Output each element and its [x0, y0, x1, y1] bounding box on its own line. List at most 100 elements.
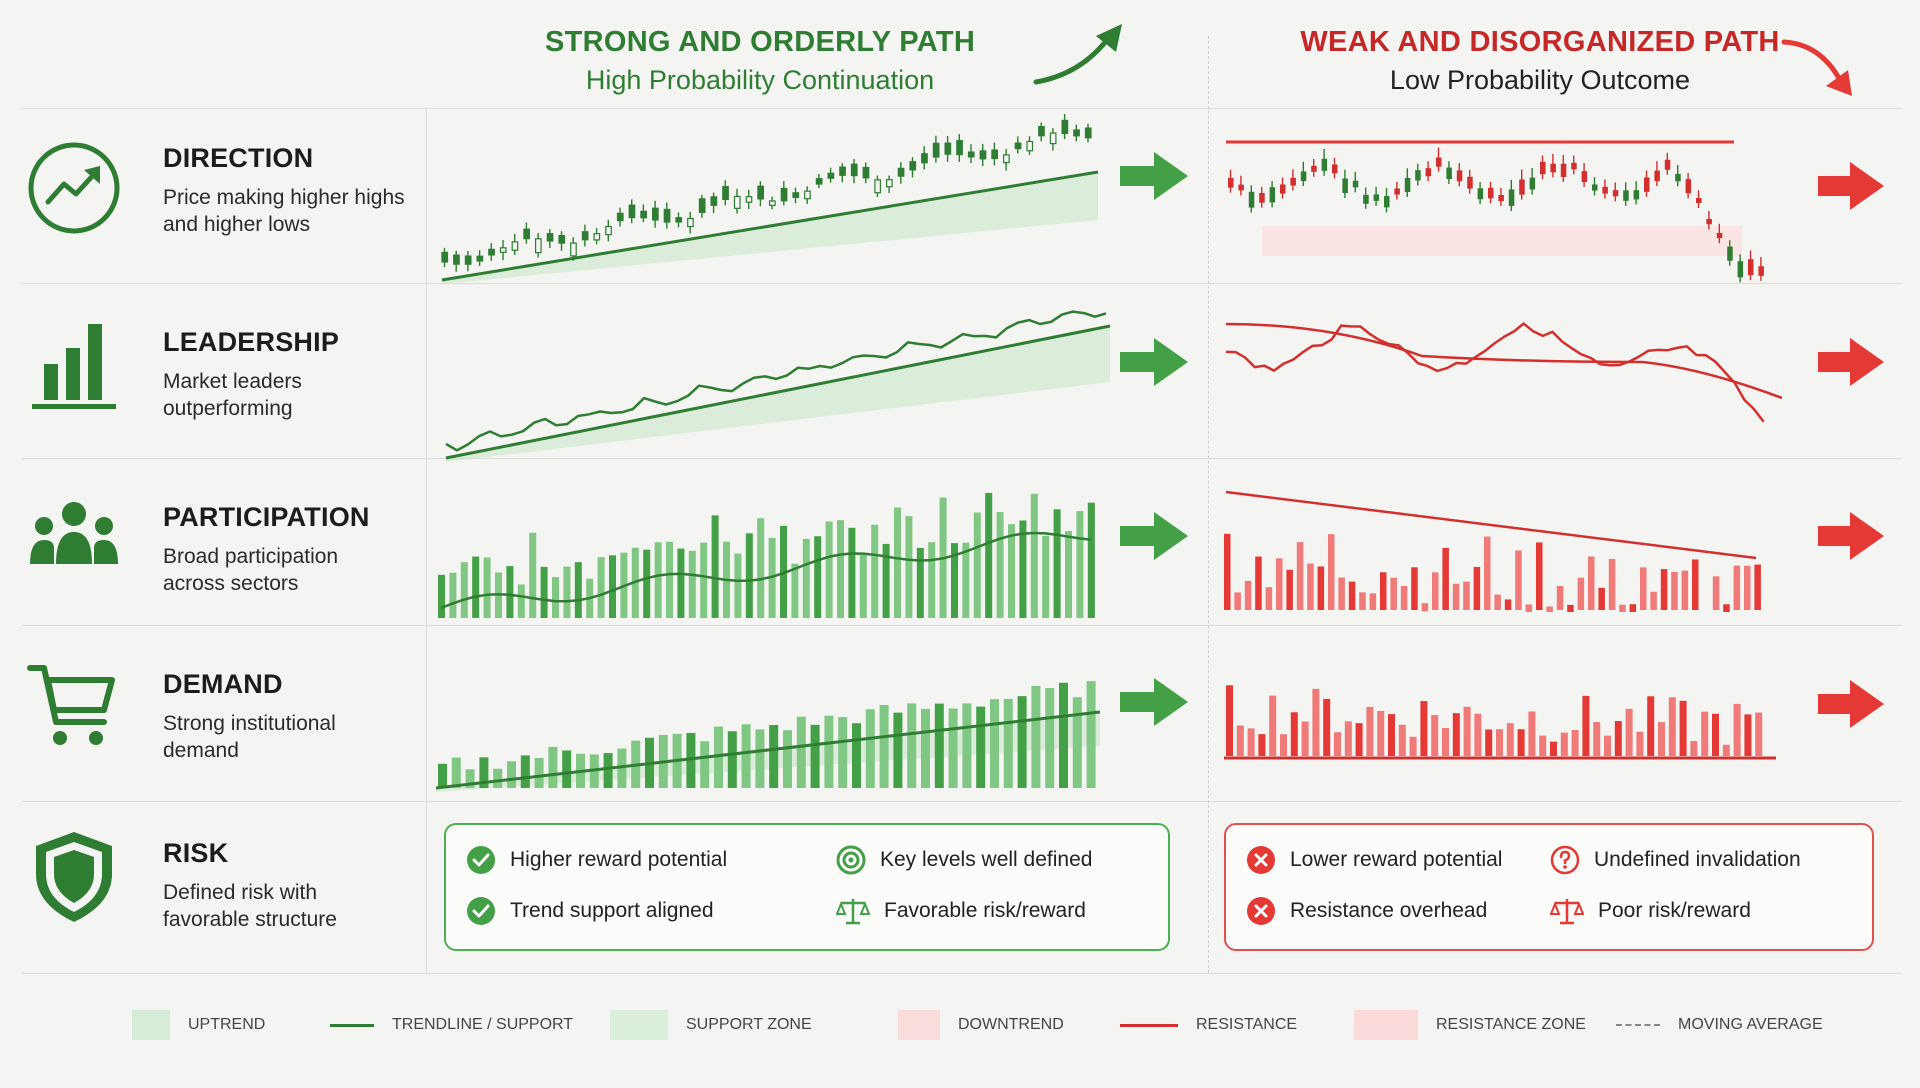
candle-body: [698, 198, 706, 214]
volume-bar: [1366, 706, 1374, 756]
candle-body: [1519, 179, 1525, 195]
candle-body: [1228, 177, 1234, 188]
candle-body: [581, 231, 589, 241]
volume-bar: [814, 536, 822, 618]
demand-text: DEMAND Strong institutional demand: [163, 669, 423, 764]
risk-desc-line-2: favorable structure: [163, 908, 337, 931]
candle-body: [1321, 158, 1328, 171]
volume-bar: [1571, 730, 1579, 756]
legend-resistance-zone: RESISTANCE ZONE: [1354, 1000, 1586, 1050]
volume-bar: [837, 520, 844, 618]
candle-body: [1238, 184, 1244, 191]
down-trend-arrow-icon: [1781, 39, 1852, 96]
up-trend-arrow-icon: [1033, 24, 1122, 85]
volume-bar: [472, 556, 480, 618]
volume-bar: [1560, 732, 1568, 756]
strong-path-summary-box: Higher reward potential Trend support al…: [444, 823, 1170, 951]
volume-bar: [810, 724, 820, 788]
row-divider: [22, 283, 1902, 284]
volume-bar: [1369, 593, 1377, 610]
candle-body: [1049, 132, 1057, 145]
volume-bar: [1625, 708, 1633, 756]
volume-bar: [1671, 571, 1678, 610]
volume-bar: [838, 717, 848, 788]
candle-body: [839, 166, 846, 176]
green-right-arrow-icon: [1120, 338, 1188, 386]
candle-body: [570, 242, 577, 257]
candle-body: [1084, 127, 1092, 139]
volume-bar: [1226, 685, 1233, 756]
legend-label: TRENDLINE / SUPPORT: [392, 1016, 574, 1033]
volume-bar: [562, 750, 572, 788]
candle-body: [593, 233, 601, 241]
shopping-cart-icon: [27, 665, 115, 745]
candle-body: [991, 149, 999, 160]
volume-bar: [1515, 550, 1522, 610]
legend-label: MOVING AVERAGE: [1678, 1016, 1823, 1033]
participation-weak-volume-chart: [1224, 490, 1761, 612]
demand-strong-volume-chart: [435, 681, 1101, 792]
candle-body: [921, 153, 928, 164]
candle-body: [441, 251, 449, 263]
volume-bar: [1668, 697, 1676, 756]
candle-body: [1540, 161, 1546, 175]
volume-bar: [1506, 723, 1514, 756]
legend-moving-average: MOVING AVERAGE: [1616, 1000, 1823, 1050]
volume-bar: [479, 757, 489, 788]
candle-body: [1384, 196, 1390, 208]
volume-bar: [1072, 697, 1082, 788]
summary-item: Key levels well defined: [836, 845, 1092, 875]
candle-body: [1592, 184, 1598, 191]
participation-red-bars: [1224, 533, 1761, 612]
volume-bar: [686, 732, 696, 788]
direction-label: DIRECTION: [163, 143, 314, 173]
summary-item: Resistance overhead: [1246, 896, 1487, 926]
candle-body: [897, 167, 905, 177]
candle-body: [1436, 157, 1442, 167]
volume-bar: [1701, 711, 1709, 756]
legend-label: RESISTANCE: [1196, 1016, 1298, 1033]
volume-bar: [574, 562, 582, 618]
volume-bar: [1650, 591, 1657, 610]
volume-bar: [1017, 696, 1027, 788]
volume-bar: [1432, 572, 1439, 610]
volume-bar: [1076, 511, 1084, 618]
volume-bar: [996, 512, 1004, 618]
candle-body: [1581, 171, 1588, 183]
weak-path-subtitle: Low Probability Outcome: [1389, 65, 1691, 95]
volume-bar: [1604, 735, 1611, 756]
volume-bar: [1636, 731, 1644, 756]
candle-body: [1352, 180, 1359, 188]
volume-bar: [1280, 734, 1287, 756]
volume-bar: [1421, 603, 1429, 612]
volume-bar: [824, 715, 834, 788]
volume-bar: [1536, 542, 1543, 610]
column-divider: [426, 108, 427, 973]
candle-body: [944, 142, 952, 155]
candle-body: [1550, 163, 1556, 173]
volume-bar: [1087, 502, 1095, 618]
volume-bar: [1442, 547, 1449, 610]
volume-bar: [1550, 741, 1557, 756]
candle-body: [932, 142, 940, 158]
candle-body: [1498, 194, 1504, 202]
volume-bar: [1712, 713, 1719, 756]
volume-bar: [1317, 566, 1325, 610]
volume-bar: [893, 712, 903, 788]
candle-body: [1269, 187, 1276, 203]
volume-bar: [1496, 729, 1503, 756]
legend-trendline: TRENDLINE / SUPPORT: [330, 1000, 573, 1050]
volume-bar: [916, 547, 924, 618]
volume-bar: [769, 725, 779, 788]
risk-text: RISK Defined risk with favorable structu…: [163, 838, 423, 933]
candle-body: [663, 208, 671, 223]
candle-body: [511, 241, 519, 251]
volume-bar: [1494, 594, 1501, 610]
summary-item-label: Lower reward potential: [1290, 848, 1503, 871]
green-right-arrow-icon: [1120, 512, 1188, 560]
volume-bar: [921, 708, 930, 788]
volume-bar: [948, 708, 958, 788]
leadership-text: LEADERSHIP Market leaders outperforming: [163, 327, 423, 422]
leadership-description: Market leaders outperforming: [163, 368, 423, 422]
candle-body: [1675, 173, 1681, 182]
